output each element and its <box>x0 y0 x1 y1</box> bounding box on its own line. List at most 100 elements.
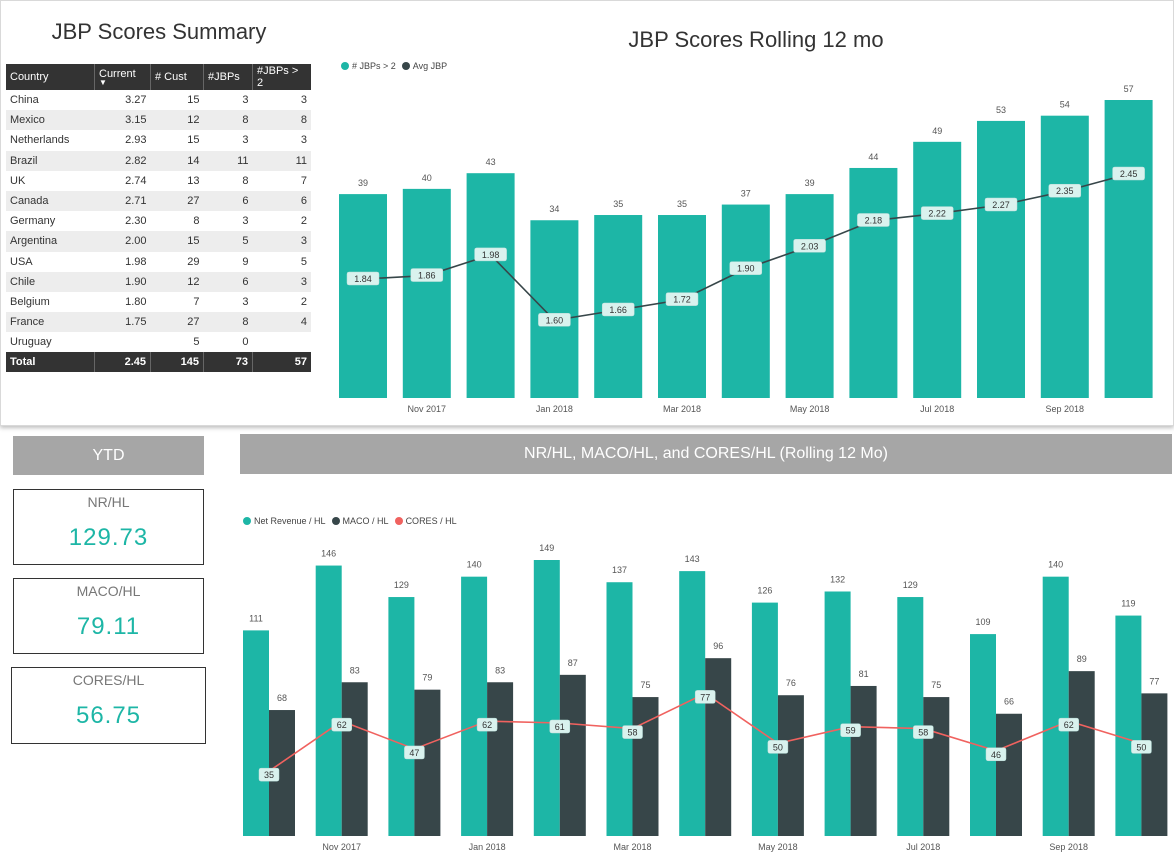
summary-table: Country Current ▼ # Cust #JBPs #JBPs > 2… <box>6 64 311 373</box>
chart1-line-label: 2.22 <box>928 209 946 219</box>
col-header-current[interactable]: Current ▼ <box>94 64 151 90</box>
table-row[interactable]: Argentina 2.00 15 5 3 <box>6 231 311 252</box>
table-row[interactable]: USA 1.98 29 9 5 <box>6 252 311 272</box>
table-row[interactable]: UK 2.74 13 8 7 <box>6 171 311 191</box>
cell-jbps: 8 <box>203 312 253 333</box>
chart2-x-tick: May 2018 <box>758 842 798 852</box>
chart1-x-tick: Sep 2018 <box>1046 404 1085 414</box>
chart2-bar-nr <box>243 630 269 836</box>
cell-cust: 27 <box>150 190 204 212</box>
cell-jbps-gt2: 11 <box>252 150 311 171</box>
chart1-bar-label: 34 <box>549 204 559 214</box>
chart1-bar <box>466 173 515 398</box>
chart1-line-label-bg <box>1048 183 1082 198</box>
cell-country: Uruguay <box>10 336 52 349</box>
chart2-line-label-bg <box>985 747 1007 762</box>
chart2-bar-maco <box>1068 671 1095 836</box>
chart1-line-label: 1.66 <box>609 305 627 315</box>
table-row[interactable]: Mexico 3.15 12 8 8 <box>6 110 311 131</box>
chart1-bar <box>849 167 898 398</box>
table-row[interactable]: France 1.75 27 8 4 <box>6 312 311 333</box>
chart2-bar-nr-label: 119 <box>1121 599 1135 609</box>
chart1-line-label: 1.72 <box>673 295 691 305</box>
kpi-value: 79.11 <box>76 613 141 640</box>
cell-country: Netherlands <box>10 134 70 147</box>
cell-jbps: 3 <box>242 215 249 228</box>
kpi-card-cores-hl[interactable]: CORES/HL 56.75 <box>11 667 206 744</box>
ytd-header: YTD <box>13 436 204 475</box>
chart2-bar-maco <box>1141 693 1168 836</box>
legend-item-jbps-gt2[interactable]: # JBPs > 2 <box>341 61 396 71</box>
cell-country: France <box>6 312 95 333</box>
chart1-line-label: 2.18 <box>865 215 883 225</box>
table-row[interactable]: Brazil 2.82 14 11 11 <box>6 150 311 171</box>
chart2-line-label-bg <box>694 690 716 704</box>
cell-jbps-gt2: 8 <box>252 110 311 131</box>
chart2-bar-maco-label: 77 <box>1149 676 1159 686</box>
total-label: Total <box>6 352 95 373</box>
chart2-bar-maco-label: 83 <box>495 665 505 675</box>
chart2-bar-nr <box>824 591 851 836</box>
cell-jbps: 11 <box>203 150 253 171</box>
legend-item-net-revenue[interactable]: Net Revenue / HL <box>243 516 326 526</box>
chart2-line-label-bg <box>476 717 498 732</box>
kpi-card-maco-hl[interactable]: MACO/HL 79.11 <box>13 578 204 654</box>
table-row[interactable]: Uruguay 5 0 <box>6 332 311 352</box>
chart1-legend: # JBPs > 2 Avg JBP <box>341 61 447 71</box>
cell-cust: 15 <box>150 231 204 252</box>
chart1-x-tick: Mar 2018 <box>663 404 701 414</box>
cell-jbps-gt2: 3 <box>300 94 307 107</box>
table-row[interactable]: Belgium 1.80 7 3 2 <box>6 292 311 312</box>
col-header-cust[interactable]: # Cust <box>150 64 204 90</box>
cell-current: 3.27 <box>125 94 147 107</box>
legend-label: # JBPs > 2 <box>352 61 396 71</box>
chart2-bar-maco <box>341 682 368 836</box>
chart2-x-tick: Jul 2018 <box>906 842 940 852</box>
cell-current: 2.30 <box>125 215 147 228</box>
chart2-bar-maco-label: 68 <box>277 693 287 703</box>
chart2-bar-nr-label: 140 <box>1048 560 1063 570</box>
legend-item-avg-jbp[interactable]: Avg JBP <box>401 61 447 71</box>
chart2-line-label: 62 <box>337 720 347 730</box>
chart1-bar <box>1104 100 1153 398</box>
table-row[interactable]: Chile 1.90 12 6 3 <box>6 271 311 292</box>
cell-current: 1.80 <box>125 295 147 308</box>
chart1-x-tick: May 2018 <box>790 404 830 414</box>
chart2-bar-nr <box>970 634 996 836</box>
col-header-jbps[interactable]: #JBPs <box>203 64 253 90</box>
chart2-bar-nr-label: 137 <box>612 565 627 575</box>
cell-jbps-gt2: 2 <box>300 215 307 228</box>
table-row[interactable]: Netherlands 2.93 15 3 3 <box>6 130 311 150</box>
table-row[interactable]: China 3.27 15 3 3 <box>6 90 311 110</box>
legend-item-maco[interactable]: MACO / HL <box>331 516 389 526</box>
chart1-line-label: 2.45 <box>1120 169 1138 179</box>
chart2-line-label: 35 <box>264 770 274 780</box>
cell-country: Chile <box>6 271 95 292</box>
legend-label: MACO / HL <box>342 516 389 526</box>
cell-current: 2.82 <box>94 150 151 171</box>
kpi-card-nr-hl[interactable]: NR/HL 129.73 <box>13 489 204 565</box>
table-row[interactable]: Germany 2.30 8 3 2 <box>6 211 311 231</box>
chart2-bar-maco <box>777 695 804 836</box>
cell-country: Germany <box>10 215 56 228</box>
col-header-country[interactable]: Country <box>6 64 95 90</box>
chart1-line-label-bg <box>474 247 507 262</box>
col-header-jbps-gt2[interactable]: #JBPs > 2 <box>252 64 311 90</box>
chart2-line-label: 58 <box>627 728 637 738</box>
table-row[interactable]: Canada 2.71 27 6 6 <box>6 190 311 212</box>
chart2-bar-maco <box>923 697 950 836</box>
chart2-bar-maco <box>559 674 586 836</box>
legend-dot <box>401 62 410 70</box>
chart1-line-label-bg <box>793 239 826 253</box>
chart1-line-label: 2.27 <box>992 200 1010 210</box>
chart2-bar-maco-label: 83 <box>350 665 360 675</box>
chart1-line-label: 2.35 <box>1056 186 1074 196</box>
legend-item-cores[interactable]: CORES / HL <box>394 516 457 526</box>
cell-cust: 14 <box>150 150 204 171</box>
chart2-line-label-bg <box>767 740 789 754</box>
cell-country: China <box>10 94 39 107</box>
cell-cust: 7 <box>193 295 200 308</box>
chart2-bar-nr-label: 146 <box>321 549 336 559</box>
chart2-line-label: 61 <box>555 722 565 732</box>
